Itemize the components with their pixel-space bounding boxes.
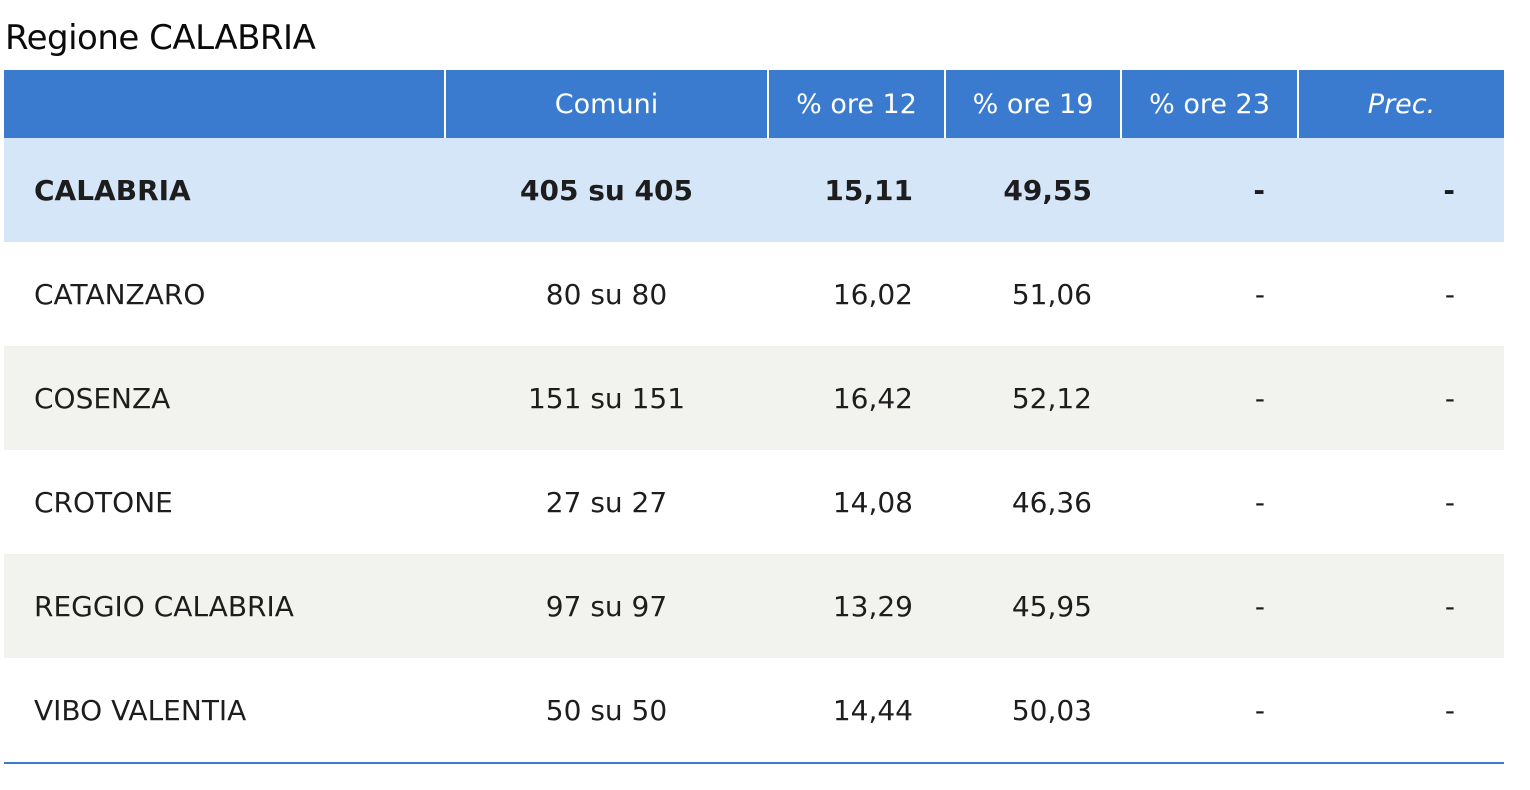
- turnout-ore-19: 51,06: [1011, 277, 1092, 311]
- turnout-ore-12: 13,29: [832, 589, 913, 623]
- table-header-row: Comuni % ore 12 % ore 19 % ore 23 Prec.: [4, 70, 1504, 138]
- turnout-ore-12: 16,02: [832, 277, 913, 311]
- area-name: VIBO VALENTIA: [34, 693, 247, 727]
- turnout-ore-12: 15,11: [824, 173, 913, 207]
- turnout-ore-23: -: [1254, 589, 1265, 623]
- turnout-ore-12: 14,08: [832, 485, 913, 519]
- turnout-ore-19: 45,95: [1011, 589, 1092, 623]
- table-row: CATANZARO 80 su 80 16,02 51,06 - -: [4, 242, 1504, 346]
- turnout-prec: -: [1444, 381, 1455, 415]
- header-ore-12: % ore 12: [767, 70, 945, 138]
- table-row: COSENZA 151 su 151 16,42 52,12 - -: [4, 346, 1504, 450]
- comuni-count: 97 su 97: [545, 589, 668, 623]
- turnout-ore-23: -: [1254, 485, 1265, 519]
- header-prec: Prec.: [1297, 70, 1504, 138]
- turnout-ore-12: 14,44: [832, 693, 913, 727]
- turnout-ore-19: 46,36: [1011, 485, 1092, 519]
- turnout-prec: -: [1444, 277, 1455, 311]
- turnout-table: Comuni % ore 12 % ore 19 % ore 23 Prec. …: [4, 70, 1504, 762]
- area-name: CALABRIA: [34, 173, 191, 207]
- turnout-prec: -: [1444, 693, 1455, 727]
- comuni-count: 80 su 80: [545, 277, 668, 311]
- turnout-prec: -: [1444, 589, 1455, 623]
- turnout-ore-23: -: [1254, 693, 1265, 727]
- turnout-ore-19: 52,12: [1011, 381, 1092, 415]
- table-row: CROTONE 27 su 27 14,08 46,36 - -: [4, 450, 1504, 554]
- comuni-count: 405 su 405: [520, 173, 693, 207]
- header-ore-19: % ore 19: [944, 70, 1121, 138]
- turnout-ore-19: 49,55: [1003, 173, 1092, 207]
- header-area: [4, 70, 445, 138]
- turnout-ore-23: -: [1253, 173, 1265, 207]
- turnout-ore-19: 50,03: [1011, 693, 1092, 727]
- turnout-prec: -: [1443, 173, 1455, 207]
- area-name: REGGIO CALABRIA: [34, 589, 294, 623]
- area-name: CATANZARO: [34, 277, 206, 311]
- table-bottom-divider: [4, 762, 1504, 764]
- turnout-prec: -: [1444, 485, 1455, 519]
- page-title: Regione CALABRIA: [5, 18, 316, 58]
- area-name: COSENZA: [34, 381, 171, 415]
- table-row-total: CALABRIA 405 su 405 15,11 49,55 - -: [4, 138, 1504, 242]
- turnout-ore-23: -: [1254, 381, 1265, 415]
- turnout-ore-12: 16,42: [832, 381, 913, 415]
- header-comuni: Comuni: [444, 70, 768, 138]
- comuni-count: 151 su 151: [527, 381, 686, 415]
- turnout-ore-23: -: [1254, 277, 1265, 311]
- table-row: VIBO VALENTIA 50 su 50 14,44 50,03 - -: [4, 658, 1504, 762]
- table-row: REGGIO CALABRIA 97 su 97 13,29 45,95 - -: [4, 554, 1504, 658]
- area-name: CROTONE: [34, 485, 173, 519]
- comuni-count: 50 su 50: [545, 693, 668, 727]
- comuni-count: 27 su 27: [545, 485, 668, 519]
- header-ore-23: % ore 23: [1120, 70, 1298, 138]
